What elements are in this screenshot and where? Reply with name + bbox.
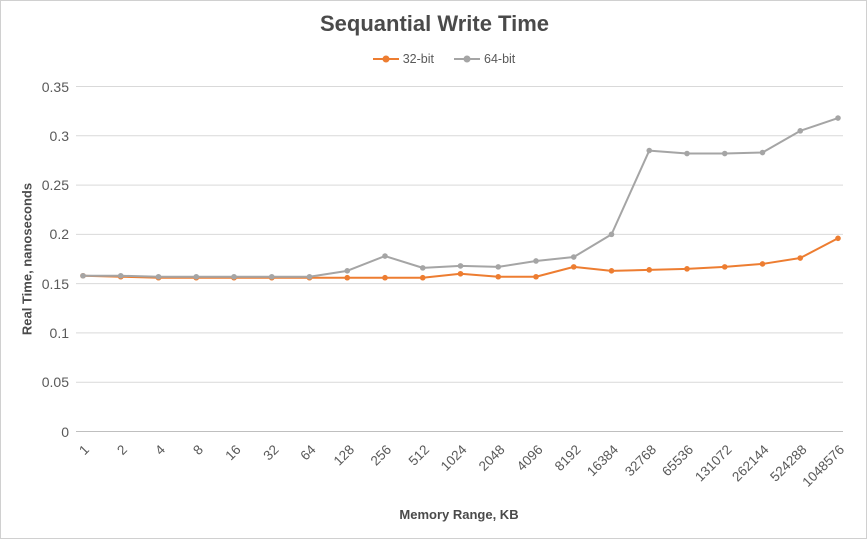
series-64-bit-point-1048576 xyxy=(835,115,841,121)
legend-marker-32bit-icon xyxy=(372,58,399,60)
series-64-bit-point-65536 xyxy=(684,150,690,157)
y-tick-label: 0.3 xyxy=(49,127,69,144)
series-64-bit-point-512 xyxy=(419,265,426,271)
legend-item-64bit: 64-bit xyxy=(454,52,515,66)
y-tick-label: 0.05 xyxy=(41,374,69,391)
series-64-bit-point-16384 xyxy=(608,231,615,238)
series-32-bit-point-128 xyxy=(344,274,351,281)
series-64-bit-point-2048 xyxy=(495,264,502,270)
series-64-bit-point-2 xyxy=(117,272,124,279)
chart-title: Sequantial Write Time xyxy=(319,11,550,36)
series-32-bit-point-32768 xyxy=(646,267,653,273)
series-64-bit-point-256 xyxy=(382,253,388,259)
series-32-bit-point-4096 xyxy=(533,273,539,280)
x-axis-title: Memory Range, KB xyxy=(399,507,519,522)
series-64-bit-point-128 xyxy=(344,268,351,274)
series-32-bit-point-8192 xyxy=(570,264,577,270)
chart-legend: 32-bit 64-bit xyxy=(1,52,866,66)
series-32-bit-point-512 xyxy=(419,274,426,281)
legend-label-64bit: 64-bit xyxy=(484,52,516,66)
series-64-bit-line xyxy=(82,117,839,278)
series-64-bit-point-524288 xyxy=(797,128,804,134)
series-64-bit-point-32768 xyxy=(646,147,653,154)
y-tick-label: 0.35 xyxy=(41,78,69,95)
series-32-bit-point-65536 xyxy=(684,266,690,272)
series-64-bit-point-16 xyxy=(231,273,237,280)
y-tick-label: 0.1 xyxy=(49,324,69,341)
y-tick-label: 0.15 xyxy=(41,275,69,292)
series-32-bit-point-2048 xyxy=(495,273,502,280)
series-64-bit-point-262144 xyxy=(759,149,766,156)
series-32-bit-point-16384 xyxy=(608,268,615,274)
series-32-bit-point-262144 xyxy=(759,261,766,267)
series-64-bit-point-1024 xyxy=(457,263,464,269)
series-32-bit-point-256 xyxy=(382,274,388,281)
series-64-bit-point-4 xyxy=(155,273,162,280)
legend-label-32bit: 32-bit xyxy=(402,52,434,66)
series-32-bit-point-524288 xyxy=(797,255,804,261)
series-64-bit-point-131072 xyxy=(721,150,728,157)
y-tick-label: 0.2 xyxy=(49,226,69,243)
series-64-bit-point-4096 xyxy=(533,258,539,264)
series-64-bit-point-1 xyxy=(80,272,86,279)
series-64-bit-point-8192 xyxy=(570,254,577,260)
series-32-bit-point-1048576 xyxy=(835,235,841,242)
series-64-bit-point-32 xyxy=(268,273,275,280)
legend-marker-64bit-icon xyxy=(454,58,480,60)
y-tick-label: 0 xyxy=(61,423,69,440)
y-tick-label: 0.25 xyxy=(41,177,69,194)
series-64-bit-point-64 xyxy=(306,273,313,280)
series-32-bit-point-1024 xyxy=(457,270,464,277)
legend-item-32bit: 32-bit xyxy=(372,52,434,66)
series-32-bit-point-131072 xyxy=(721,264,728,270)
series-64-bit-point-8 xyxy=(193,273,200,280)
